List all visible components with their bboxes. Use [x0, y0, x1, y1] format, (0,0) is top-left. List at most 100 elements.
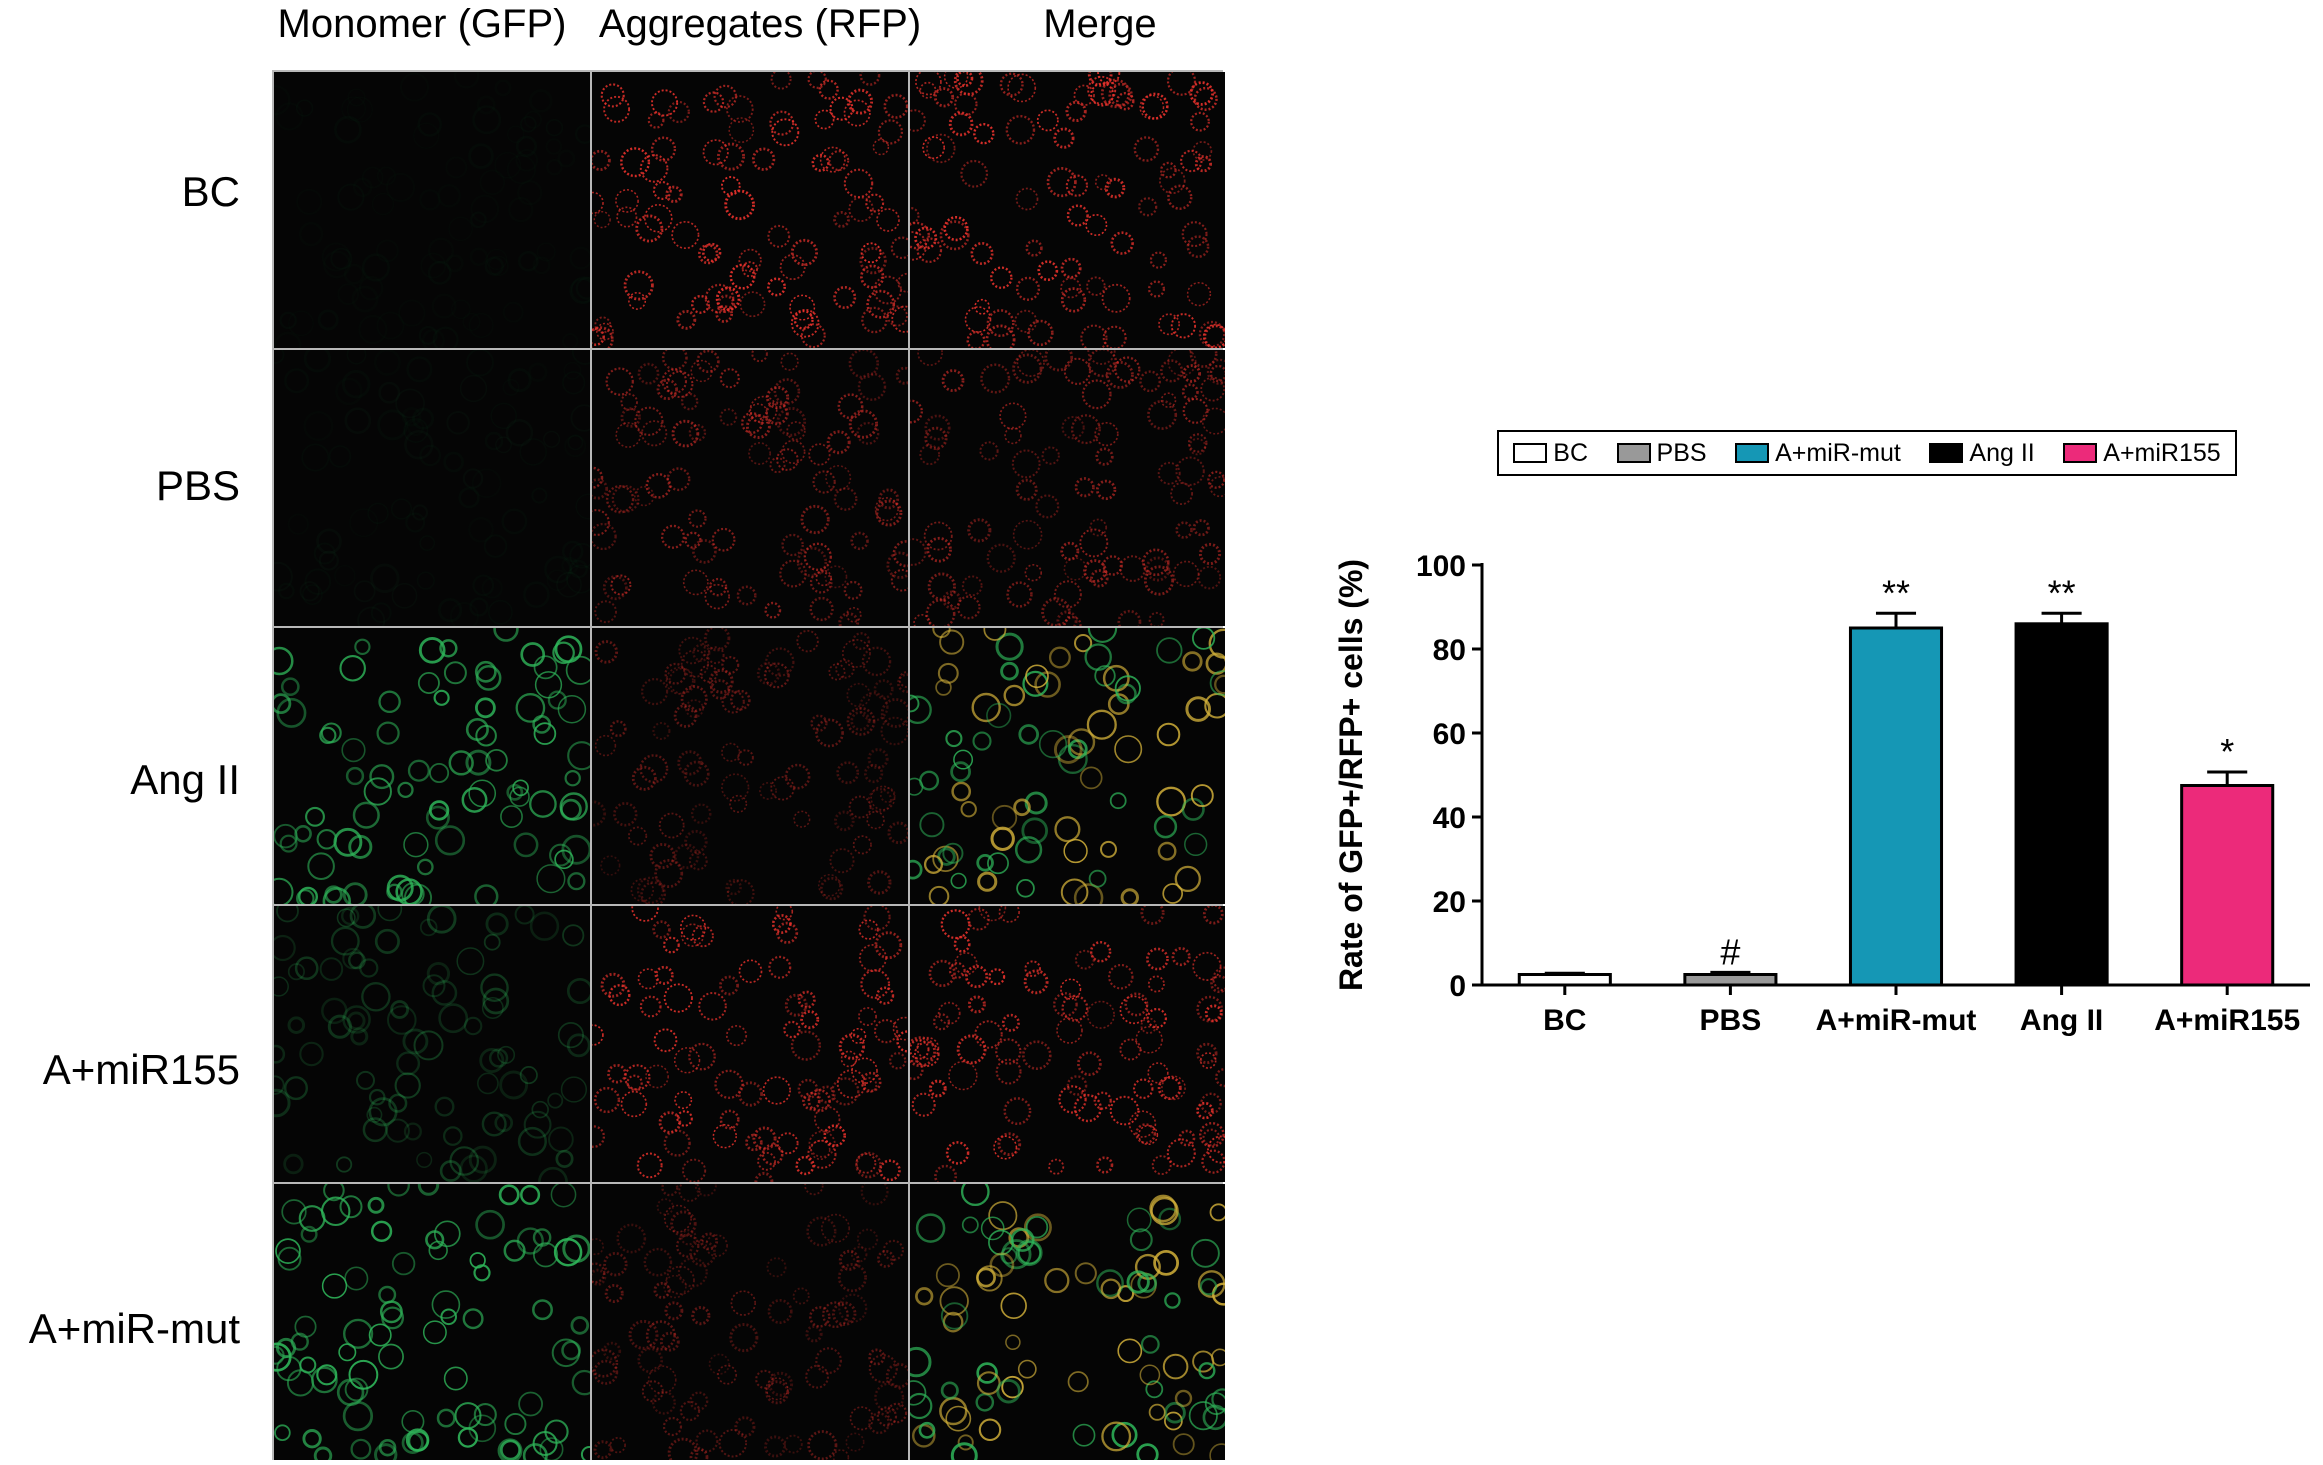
cell-mark [833, 286, 857, 310]
cell-mark [359, 958, 379, 978]
cell-mark [671, 419, 700, 448]
cell-mark [474, 660, 497, 683]
cell-mark [286, 1369, 315, 1397]
cell-mark [283, 1076, 309, 1101]
cell-mark [620, 407, 641, 428]
cell-mark [945, 1405, 972, 1432]
cell-mark [1201, 1149, 1225, 1174]
cell-mark [773, 378, 801, 405]
cell-mark [910, 1039, 930, 1060]
cell-mark [719, 368, 740, 389]
cell-mark [287, 963, 305, 981]
cell-mark [1132, 1078, 1154, 1099]
cell-mark [692, 643, 711, 662]
cell-mark [1015, 1239, 1043, 1267]
cell-mark [481, 1111, 507, 1137]
cell-mark [875, 499, 903, 527]
cell-mark [688, 509, 707, 528]
cell-mark [1151, 1155, 1172, 1176]
cell-mark [860, 969, 891, 999]
cell-mark [690, 294, 710, 314]
cell-mark [1160, 161, 1177, 179]
cell-mark [943, 72, 969, 89]
cell-mark [910, 1059, 924, 1081]
cell-mark [1093, 1091, 1112, 1110]
cell-mark [945, 730, 963, 748]
cell-mark [1197, 1270, 1225, 1298]
cell-mark [1015, 187, 1039, 211]
cell-mark [1105, 360, 1134, 389]
cell-mark [637, 362, 660, 385]
cell-mark [344, 407, 372, 435]
cell-mark [513, 832, 539, 858]
cell-mark [812, 470, 836, 494]
cell-mark [274, 1345, 285, 1365]
cell-mark [876, 986, 895, 1005]
cell-mark [346, 1011, 366, 1031]
cell-mark [516, 1227, 544, 1255]
cell-mark [548, 1126, 574, 1153]
cell-mark [761, 1143, 784, 1166]
cell-mark [914, 226, 938, 250]
row-label-a-mir155: A+miR155 [42, 1046, 240, 1093]
cell-mark [673, 1047, 701, 1074]
cell-mark [300, 1225, 318, 1243]
cell-mark [826, 430, 851, 455]
cell-mark [348, 1359, 379, 1390]
cell-mark [910, 1346, 932, 1378]
cell-mark [790, 238, 818, 267]
cell-mark [667, 100, 690, 124]
cell-mark [532, 1299, 553, 1321]
cell-mark [1011, 449, 1041, 479]
cell-mark [385, 1118, 410, 1143]
cell-mark [497, 1438, 523, 1460]
cell-mark [1186, 235, 1210, 259]
cell-mark [594, 600, 617, 624]
cell-mark [1143, 565, 1175, 596]
cell-mark [1190, 1238, 1220, 1268]
cell-mark [274, 976, 289, 997]
cell-mark [439, 639, 458, 658]
legend-swatch-bc [1513, 443, 1548, 463]
cell-mark [838, 612, 860, 626]
cell-mark [330, 926, 360, 956]
cell-mark [1067, 728, 1096, 756]
legend-label-a-mir155: A+miR155 [2103, 438, 2221, 467]
cell-mark [1061, 416, 1085, 440]
cell-mark [443, 661, 467, 685]
cell-mark [1083, 559, 1107, 583]
cell-mark [439, 185, 460, 206]
cell-mark [524, 583, 548, 607]
cell-mark [593, 1086, 621, 1114]
cell-mark [323, 1184, 345, 1202]
cell-mark [665, 1265, 695, 1295]
cell-mark [532, 489, 546, 503]
cell-mark [1053, 127, 1075, 149]
cell-mark [1171, 947, 1191, 967]
cell-mark [342, 97, 365, 120]
cell-mark [837, 393, 864, 420]
cell-mark [939, 629, 965, 655]
cell-mark [861, 306, 888, 334]
cell-mark [388, 1093, 408, 1113]
cell-mark [316, 829, 338, 850]
cell-mark [796, 546, 828, 578]
cell-mark [741, 411, 763, 434]
cell-mark [320, 1196, 351, 1227]
cell-mark [576, 494, 590, 518]
cell-mark [1021, 817, 1048, 845]
cell-mark [1196, 995, 1224, 1023]
cell-mark [529, 790, 557, 818]
cell-mark [665, 185, 683, 203]
cell-mark [980, 363, 1011, 394]
cell-mark [792, 1287, 810, 1305]
cell-mark [1007, 73, 1037, 103]
cell-mark [700, 1232, 719, 1251]
cell-mark [640, 677, 669, 706]
cell-mark [1209, 476, 1225, 498]
cell-mark [865, 193, 885, 213]
cell-mark [663, 1129, 691, 1157]
cell-mark [1057, 744, 1088, 774]
cell-mark [807, 72, 827, 89]
cell-mark [520, 1184, 541, 1205]
